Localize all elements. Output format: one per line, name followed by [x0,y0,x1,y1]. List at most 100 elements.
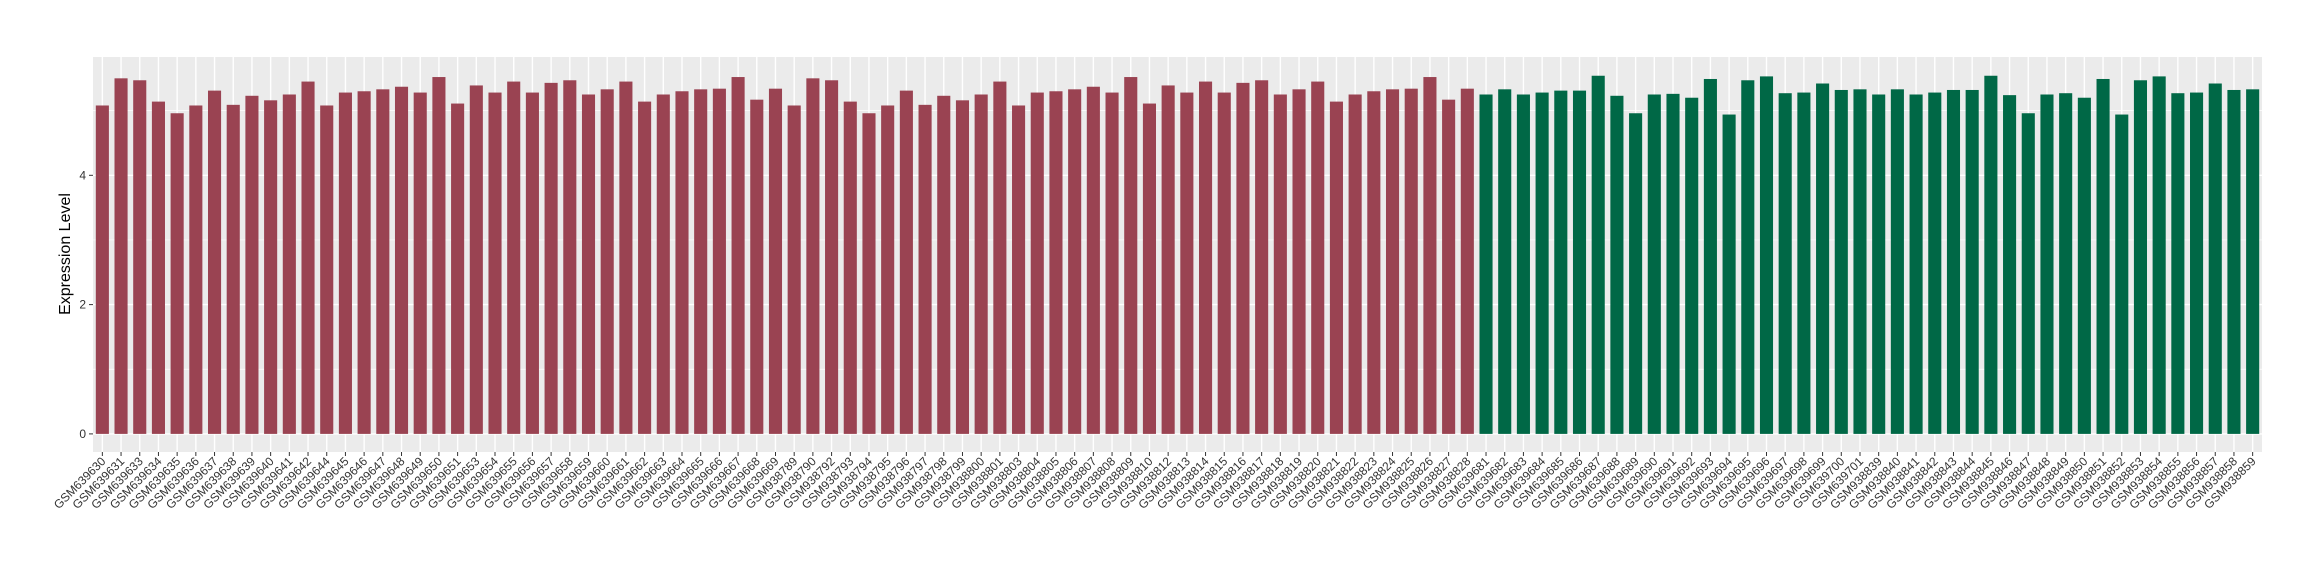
bar-GSM938789 [787,105,801,434]
bar-GSM938826 [1423,77,1437,434]
bar-GSM938804 [1030,92,1044,434]
bar-GSM938796 [899,90,913,434]
bar-GSM938792 [825,80,839,434]
bar-GSM639664 [675,91,689,434]
bar-GSM639665 [694,89,708,434]
bar-GSM639668 [750,99,764,434]
bar-GSM938799 [955,100,970,434]
bar-GSM938856 [2190,92,2204,434]
bar-GSM938852 [2115,114,2129,434]
bar-GSM639687 [1591,75,1605,434]
bar-GSM639646 [357,91,371,434]
bar-GSM639647 [376,89,390,434]
bar-GSM938821 [1329,101,1343,434]
bar-GSM639696 [1759,76,1774,434]
bar-GSM639684 [1535,92,1549,434]
bar-GSM938793 [843,101,857,434]
bar-GSM639639 [245,95,259,434]
bar-GSM938824 [1385,89,1400,434]
bars [95,75,2260,434]
bar-GSM639691 [1666,93,1680,434]
bar-GSM938820 [1311,81,1325,434]
bar-GSM639645 [338,92,352,434]
bar-GSM938840 [1890,89,1904,434]
bar-GSM639641 [282,94,296,434]
bar-GSM938810 [1142,103,1156,434]
bar-GSM938828 [1460,88,1474,434]
bar-GSM938790 [806,78,820,434]
bar-GSM639654 [488,92,502,434]
bar-GSM938816 [1236,82,1250,434]
bar-GSM639658 [563,80,577,434]
bar-GSM938854 [2152,76,2166,434]
bar-GSM639686 [1572,90,1587,434]
bar-GSM639666 [712,88,726,434]
bar-GSM938805 [1049,91,1063,434]
bar-GSM938855 [2171,93,2185,434]
bar-GSM639690 [1647,94,1661,434]
bar-GSM639698 [1797,92,1811,434]
bar-GSM639637 [207,90,222,434]
bar-GSM639699 [1816,83,1830,434]
bar-GSM639640 [264,100,278,434]
bar-GSM938803 [1012,105,1026,434]
bar-GSM938794 [862,113,876,434]
bar-GSM639651 [451,103,465,434]
bar-GSM639681 [1479,94,1493,434]
bar-GSM938814 [1199,81,1213,434]
bar-GSM938798 [937,95,951,434]
bar-GSM938806 [1068,89,1082,434]
bar-GSM639697 [1778,93,1792,434]
bar-GSM938846 [2003,95,2017,434]
bar-GSM938800 [974,94,988,434]
bar-GSM938808 [1105,92,1119,434]
bar-GSM639656 [525,92,539,434]
bar-GSM938797 [918,104,932,434]
bar-GSM938795 [881,105,895,434]
bar-GSM938851 [2096,78,2110,434]
bar-GSM938819 [1292,89,1306,434]
bar-GSM639693 [1703,78,1717,434]
bar-GSM639663 [656,94,670,434]
bar-GSM639685 [1554,90,1568,434]
bar-GSM938847 [2021,113,2035,434]
bar-GSM938815 [1217,92,1231,434]
bar-GSM938859 [2246,89,2260,434]
bar-GSM639634 [151,101,165,434]
bar-GSM938817 [1255,80,1269,434]
bar-GSM639636 [189,105,203,434]
bar-GSM938845 [1984,75,1998,434]
y-tick-label: 4 [79,168,86,182]
bar-GSM639669 [768,88,783,434]
bar-GSM639653 [469,85,483,434]
y-tick-label: 0 [79,427,86,441]
bar-GSM938848 [2040,94,2054,434]
bar-GSM938858 [2227,89,2241,434]
bar-GSM938807 [1086,86,1100,434]
bar-GSM639692 [1685,97,1699,434]
bar-GSM639662 [638,101,652,434]
bar-GSM938809 [1124,77,1138,434]
bar-GSM938839 [1872,94,1886,434]
bar-GSM938850 [2077,97,2091,434]
bar-GSM639660 [600,89,614,434]
bar-GSM639655 [507,81,521,434]
y-tick-label: 2 [79,298,86,312]
bar-GSM938801 [993,81,1007,434]
bar-GSM938823 [1367,91,1381,434]
bar-GSM938849 [2059,93,2073,434]
bar-GSM639694 [1722,114,1736,434]
bar-GSM639659 [581,94,596,434]
bar-GSM639631 [114,78,128,434]
bar-GSM639642 [301,81,315,434]
bar-GSM938844 [1965,89,1979,434]
bar-GSM938827 [1442,99,1456,434]
bar-GSM938813 [1180,92,1194,434]
bar-GSM639682 [1498,89,1512,434]
bar-GSM639661 [619,81,633,434]
bar-GSM938857 [2208,83,2222,434]
y-axis-title: Expression Level [57,193,74,315]
bar-GSM938853 [2133,80,2148,434]
bar-GSM639633 [133,80,147,434]
